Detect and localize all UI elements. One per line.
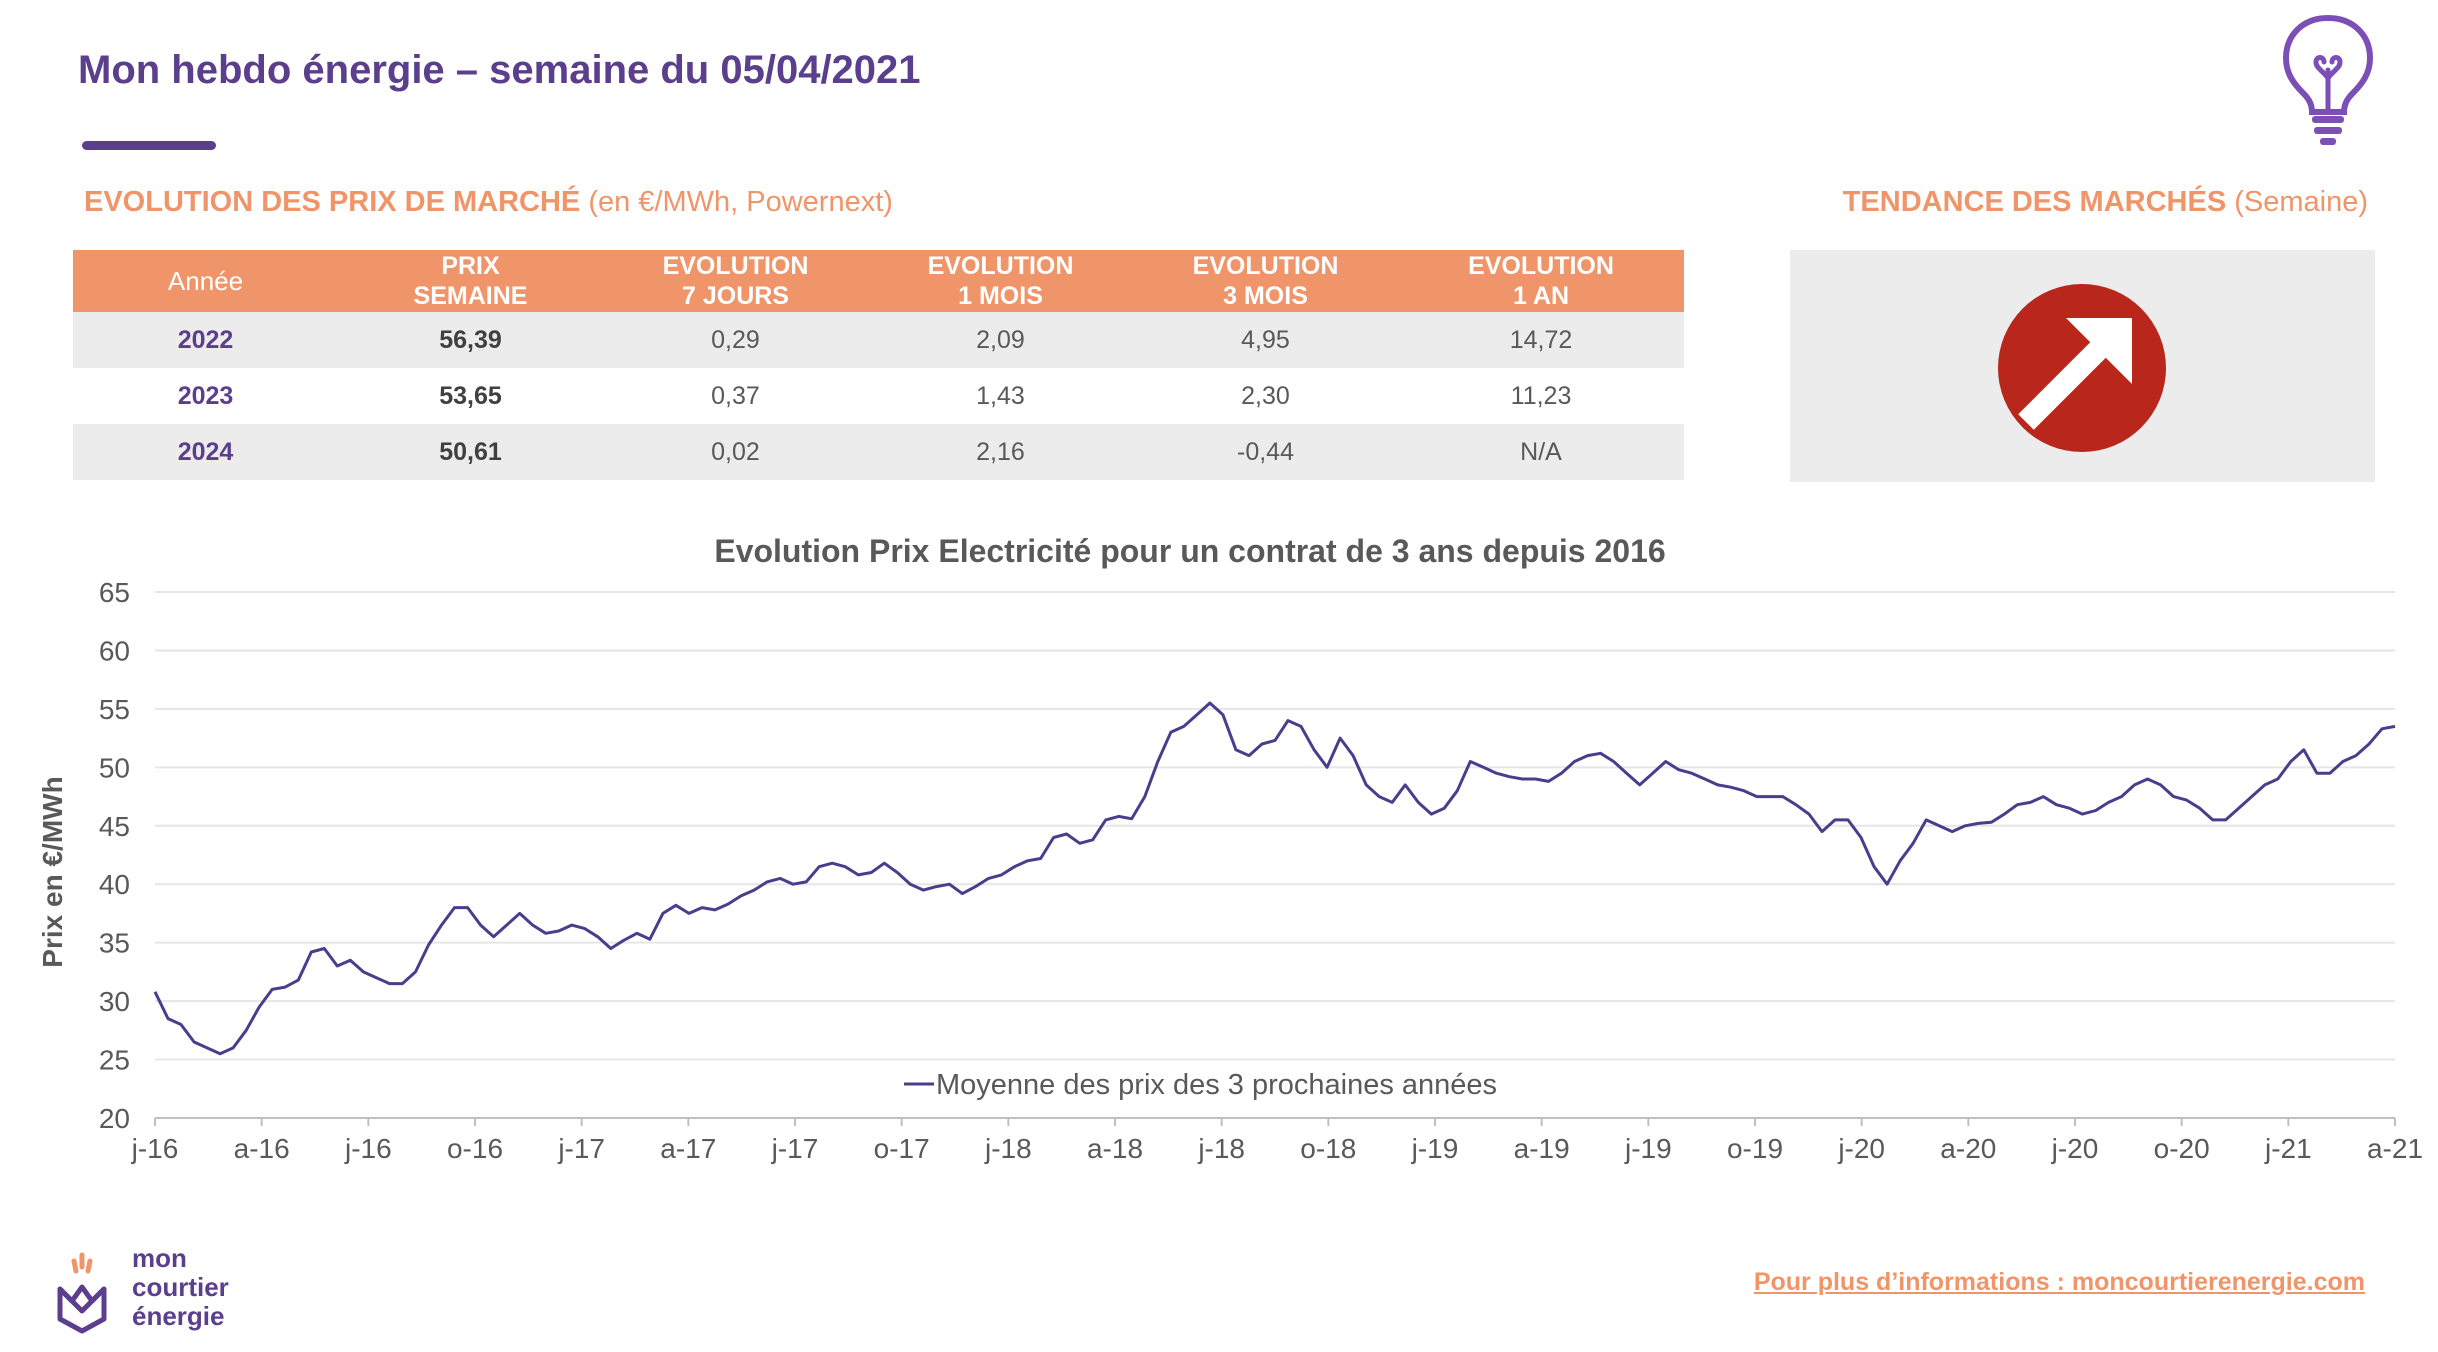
lightbulb-icon <box>2282 14 2374 145</box>
y-tick-label: 50 <box>99 752 130 783</box>
header-year: Année <box>73 250 338 312</box>
brand-logo <box>57 1252 107 1334</box>
x-tick-label: o-19 <box>1727 1133 1783 1164</box>
x-tick-label: j-19 <box>1411 1133 1459 1164</box>
more-info-link[interactable]: Pour plus d’informations : moncourtieren… <box>1753 1268 2365 1296</box>
brand-logo-text: mon courtier énergie <box>132 1244 229 1331</box>
cell-evolution-3-months: -0,44 <box>1133 424 1398 480</box>
cell-evolution-3-months: 2,30 <box>1241 381 1290 410</box>
x-tick-label: j-17 <box>771 1133 819 1164</box>
x-tick-label: j-20 <box>2051 1133 2099 1164</box>
page-title: Mon hebdo énergie – semaine du 05/04/202… <box>78 48 921 92</box>
x-tick-label: a-18 <box>1087 1133 1143 1164</box>
chart-grid <box>155 591 2395 1119</box>
cell-price: 56,39 <box>338 312 603 368</box>
chart-series <box>153 701 2396 1056</box>
cell-evolution-1-month: 1,43 <box>976 381 1025 410</box>
header-evolution-3-months: EVOLUTION 3 MOIS <box>1133 250 1398 312</box>
x-tick-label: a-16 <box>234 1133 290 1164</box>
trend-up-arrow-icon <box>1998 284 2166 452</box>
chart-legend: Moyenne des prix des 3 prochaines années <box>904 1069 1497 1101</box>
header-evolution-7-days: EVOLUTION 7 JOURS <box>603 250 868 312</box>
market-section-title-bold: EVOLUTION DES PRIX DE MARCHÉ <box>84 186 581 218</box>
header-evolution-3-months-line2: 3 MOIS <box>1223 282 1308 310</box>
x-tick-label: o-20 <box>2154 1133 2210 1164</box>
chart-axes: 20 25 30 35 40 45 50 55 60 65 j-16 a-16 j-16 o-16 j-17… <box>99 577 2423 1164</box>
cell-evolution-1-year: N/A <box>1398 424 1684 480</box>
header-evolution-7-days-line2: 7 JOURS <box>682 282 789 310</box>
x-tick-label: a-17 <box>660 1133 716 1164</box>
cell-evolution-1-month: 2,09 <box>868 312 1133 368</box>
legend-label: Moyenne des prix des 3 prochaines années <box>936 1069 1497 1101</box>
header-evolution-7-days-line1: EVOLUTION <box>662 252 809 280</box>
cell-price: 53,65 <box>439 381 502 410</box>
chart-title: Evolution Prix Electricité pour un contr… <box>714 533 1665 569</box>
header-weekly-price: PRIX SEMAINE <box>338 250 603 312</box>
header-weekly-price-line2: SEMAINE <box>413 282 528 310</box>
header-evolution-3-months-line1: EVOLUTION <box>1192 252 1339 280</box>
x-tick-label: a-19 <box>1514 1133 1570 1164</box>
x-tick-label: j-18 <box>984 1133 1032 1164</box>
header-evolution-1-year-line1: EVOLUTION <box>1468 252 1614 280</box>
y-tick-label: 30 <box>99 986 130 1017</box>
y-tick-label: 55 <box>99 694 130 725</box>
cell-evolution-3-months: 4,95 <box>1133 312 1398 368</box>
market-prices-table: Année PRIX SEMAINE EVOLUTION 7 JOURS EVOLU… <box>73 250 1684 480</box>
header-evolution-1-month-line2: 1 MOIS <box>958 282 1043 310</box>
price-evolution-chart: 20 25 30 35 40 45 50 55 60 65 j-16 a-16 j-16 o-16 j-17… <box>37 533 2423 1164</box>
table-row: 2022 56,39 0,29 2,09 4,95 14,72 <box>73 312 1684 368</box>
x-tick-label: a-20 <box>1940 1133 1996 1164</box>
table-row: 2024 50,61 0,02 2,16 -0,44 N/A <box>73 424 1684 480</box>
y-tick-label: 20 <box>99 1103 130 1134</box>
trend-section-title: TENDANCE DES MARCHÉS (Semaine) <box>1843 186 2368 219</box>
cell-evolution-1-year: 14,72 <box>1398 312 1684 368</box>
x-tick-label: j-18 <box>1197 1133 1245 1164</box>
cell-evolution-1-month: 2,16 <box>868 424 1133 480</box>
cell-evolution-7-days: 0,29 <box>603 312 868 368</box>
y-tick-label: 25 <box>99 1045 130 1076</box>
y-tick-label: 45 <box>99 811 130 842</box>
header-weekly-price-line1: PRIX <box>441 252 500 280</box>
header-evolution-1-month: EVOLUTION 1 MOIS <box>868 250 1133 312</box>
header-evolution-1-year-line2: 1 AN <box>1512 282 1570 310</box>
market-section-title-unit: (en €/MWh, Powernext) <box>580 186 893 218</box>
x-tick-label: o-17 <box>874 1133 930 1164</box>
x-tick-label: j-19 <box>1624 1133 1672 1164</box>
trend-section-title-period: (Semaine) <box>2226 186 2368 218</box>
cell-evolution-1-year: 11,23 <box>1510 381 1572 410</box>
y-tick-label: 35 <box>99 928 130 959</box>
header-evolution-1-month-line1: EVOLUTION <box>927 252 1074 280</box>
y-axis-label: Prix en €/MWh <box>37 776 68 967</box>
brand-logo-line: courtier <box>132 1272 229 1302</box>
x-tick-label: o-16 <box>447 1133 503 1164</box>
cell-evolution-7-days: 0,02 <box>603 424 868 480</box>
series-line <box>153 701 2396 1056</box>
cell-year: 2023 <box>177 381 234 410</box>
cell-year: 2024 <box>73 424 338 480</box>
y-tick-label: 60 <box>99 635 130 666</box>
header-evolution-1-year: EVOLUTION 1 AN <box>1398 250 1684 312</box>
cell-year: 2022 <box>73 312 338 368</box>
table-row: 2023 53,65 0,37 1,43 2,30 11,23 <box>73 368 1684 424</box>
x-tick-label: j-16 <box>131 1133 179 1164</box>
cell-price: 50,61 <box>338 424 603 480</box>
y-tick-label: 65 <box>99 577 130 608</box>
market-section-title: EVOLUTION DES PRIX DE MARCHÉ (en €/MWh, … <box>84 186 893 219</box>
cell-evolution-7-days: 0,37 <box>711 381 760 410</box>
brand-logo-line: mon <box>132 1243 187 1273</box>
table-header-row: Année PRIX SEMAINE EVOLUTION 7 JOURS EVOLU… <box>73 250 1684 312</box>
x-tick-label: j-16 <box>344 1133 392 1164</box>
brand-logo-line: énergie <box>132 1301 225 1331</box>
x-tick-label: o-18 <box>1300 1133 1356 1164</box>
x-tick-label: a-21 <box>2367 1133 2423 1164</box>
y-tick-label: 40 <box>99 869 130 900</box>
trend-section-title-bold: TENDANCE DES MARCHÉS <box>1842 186 2227 218</box>
x-tick-label: j-21 <box>2264 1133 2312 1164</box>
title-underline <box>82 141 216 150</box>
x-tick-label: j-17 <box>557 1133 605 1164</box>
trend-panel <box>1790 250 2375 482</box>
x-tick-label: j-20 <box>1837 1133 1885 1164</box>
